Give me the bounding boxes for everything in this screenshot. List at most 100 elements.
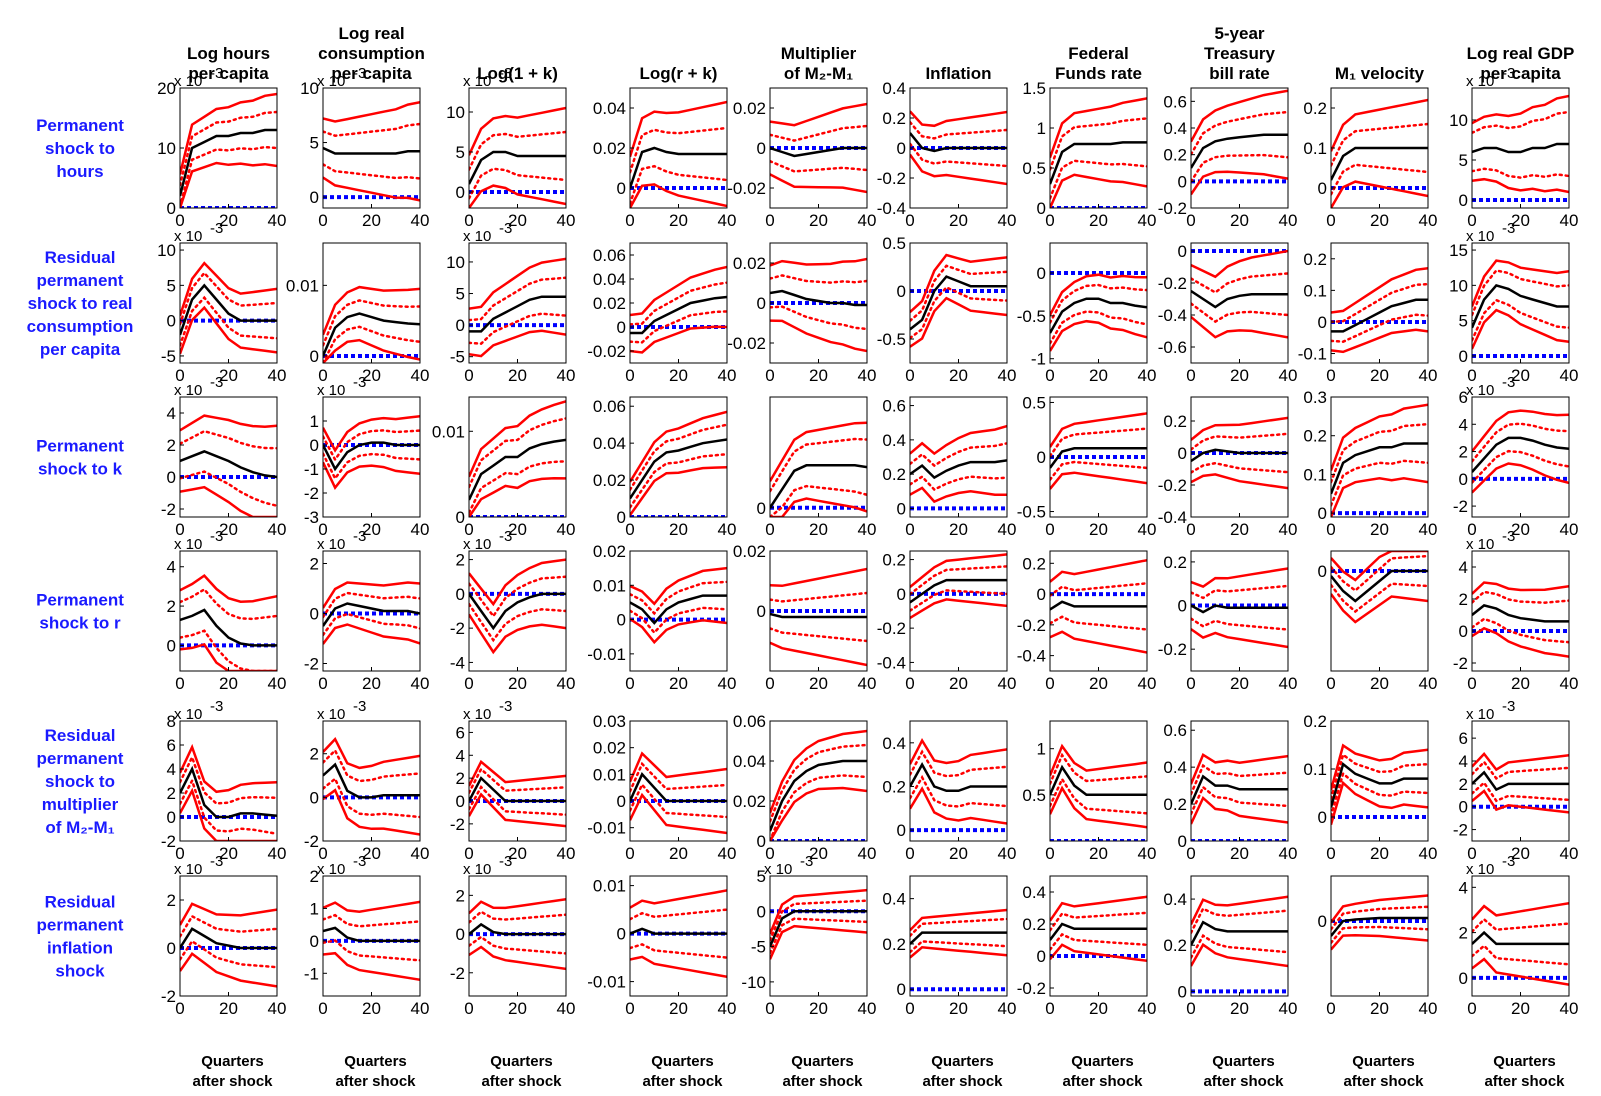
inner-band-lower: [770, 305, 867, 331]
y-tick-label: 6: [167, 736, 176, 755]
y-tick-label: 0.02: [593, 139, 626, 158]
irf-panel: 0 0.2 0.4 0 20 40: [882, 875, 1016, 1018]
irf-panel: 0 0 20 40: [1318, 550, 1437, 693]
y-tick-label: 0.02: [733, 542, 766, 561]
x-tick-label: 40: [1138, 674, 1157, 693]
outer-band-lower: [910, 946, 1007, 959]
y-tick-label: 0.2: [1163, 412, 1187, 431]
y-tick-label: 0: [1459, 622, 1468, 641]
column-title: Multiplier of M₂-M₁: [781, 44, 857, 83]
scale-exponent: -3: [1502, 65, 1515, 82]
point-estimate-line: [770, 464, 867, 509]
outer-band-lower: [910, 786, 1007, 825]
x-tick-label: 40: [1138, 844, 1157, 863]
x-axis-label: Quarters after shock: [1062, 1053, 1143, 1090]
irf-panel: -0.4 -0.2 0 0.2 0 20 40: [1158, 396, 1297, 539]
x-tick-label: 0: [1467, 211, 1476, 230]
y-tick-label: -0.01: [587, 819, 626, 838]
y-tick-label: 0.6: [1163, 721, 1187, 740]
inner-band-upper: [1472, 917, 1569, 933]
y-tick-label: 0: [757, 139, 766, 158]
x-tick-label: 20: [1511, 999, 1530, 1018]
panel-frame: [179, 396, 278, 518]
outer-band-upper: [770, 421, 867, 482]
y-tick-label: 0.01: [432, 422, 465, 441]
outer-band-lower: [1050, 173, 1147, 208]
inner-band-upper: [323, 591, 420, 619]
x-tick-label: 40: [718, 844, 737, 863]
x-axis-label: Quarters after shock: [782, 1053, 863, 1090]
outer-band-lower: [630, 325, 727, 354]
y-tick-label: 0: [617, 179, 626, 198]
inner-band-upper: [323, 299, 420, 347]
point-estimate-line: [469, 592, 566, 631]
x-tick-label: 20: [508, 520, 527, 539]
x-tick-label: 40: [998, 366, 1017, 385]
scale-factor: x 10: [463, 706, 491, 723]
x-tick-label: 0: [1467, 999, 1476, 1018]
point-estimate-line: [630, 594, 727, 625]
scale-factor: x 10: [174, 706, 202, 723]
point-estimate-line: [770, 146, 867, 158]
inner-band-upper: [1050, 427, 1147, 458]
outer-band-upper: [910, 424, 1007, 456]
y-tick-label: 10: [446, 253, 465, 272]
point-estimate-line: [910, 459, 1007, 480]
outer-band-lower: [1191, 628, 1288, 649]
x-tick-label: 20: [949, 211, 968, 230]
y-tick-label: -0.4: [1158, 508, 1187, 527]
x-tick-label: 40: [858, 520, 877, 539]
y-tick-label: 1: [310, 412, 319, 431]
y-tick-label: 10: [157, 241, 176, 260]
x-tick-label: 20: [949, 844, 968, 863]
outer-band-lower: [1050, 630, 1147, 654]
x-tick-label: 40: [411, 520, 430, 539]
x-tick-label: 40: [268, 520, 287, 539]
x-tick-label: 0: [175, 211, 184, 230]
y-tick-label: 0.4: [882, 79, 906, 98]
irf-panel: 0 10 20 0 20 40 x 10 -3: [157, 65, 286, 230]
point-estimate-line: [1331, 442, 1428, 495]
x-tick-label: 0: [905, 366, 914, 385]
y-tick-label: 0.02: [733, 99, 766, 118]
x-tick-label: 20: [219, 520, 238, 539]
irf-panel: 0 0.02 0 20 40: [733, 542, 877, 693]
x-axis-label: Quarters after shock: [1203, 1053, 1284, 1090]
y-tick-label: 0: [167, 468, 176, 487]
y-tick-label: 5: [1459, 312, 1468, 331]
y-tick-label: 0: [897, 585, 906, 604]
y-tick-label: 0: [1037, 448, 1046, 467]
x-tick-label: 0: [318, 520, 327, 539]
panel-frame: [1471, 720, 1570, 842]
x-tick-label: 0: [1045, 211, 1054, 230]
y-tick-label: 5: [456, 285, 465, 304]
x-tick-label: 40: [718, 520, 737, 539]
irf-panel: -0.200.20.40 20 40: [1017, 875, 1156, 1018]
outer-band-lower: [323, 788, 420, 836]
inner-band-upper: [770, 274, 867, 284]
outer-band-upper: [1472, 409, 1569, 453]
x-tick-label: 0: [905, 520, 914, 539]
inner-band-lower: [1191, 617, 1288, 631]
outer-band-lower: [1472, 308, 1569, 350]
x-tick-label: 0: [1467, 366, 1476, 385]
y-tick-label: 0.01: [286, 276, 319, 295]
outer-band-upper: [1050, 558, 1147, 583]
inner-band-upper: [1331, 752, 1428, 801]
outer-band-upper: [469, 106, 566, 156]
x-tick-label: 40: [998, 844, 1017, 863]
x-axis-labels: Quarters after shock Quarters after shock Qu…: [192, 1053, 1565, 1090]
x-tick-label: 20: [362, 844, 381, 863]
outer-band-lower: [1331, 328, 1428, 354]
inner-band-lower: [469, 785, 566, 816]
x-tick-label: 20: [1230, 999, 1249, 1018]
inner-band-upper: [1472, 590, 1569, 604]
inner-band-lower: [1191, 302, 1288, 324]
y-tick-label: 0: [617, 318, 626, 337]
inner-band-upper: [323, 429, 420, 463]
outer-band-upper: [910, 110, 1007, 128]
outer-band-upper: [1472, 581, 1569, 595]
inner-band-lower: [1050, 310, 1147, 345]
irf-panel: -0.5 0 0.5 0 20 40: [877, 234, 1017, 385]
outer-band-upper: [1050, 97, 1147, 159]
